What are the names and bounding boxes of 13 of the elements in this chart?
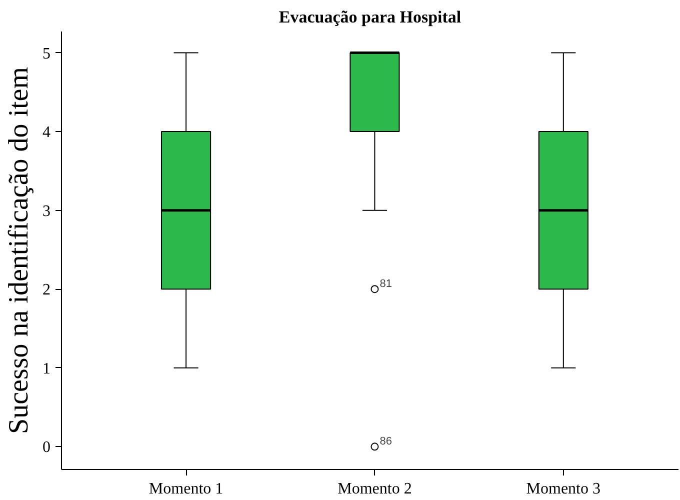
x-tick-label: Momento 1 bbox=[148, 480, 224, 498]
y-tick-label: 3 bbox=[42, 202, 50, 220]
annotation: 86 bbox=[380, 436, 392, 448]
y-tick-label: 2 bbox=[42, 282, 50, 299]
y-tick-label: 4 bbox=[42, 124, 50, 142]
y-axis-title: Sucesso na identificação do item bbox=[4, 66, 34, 434]
annotation: 81 bbox=[380, 278, 392, 290]
chart-title: Evacuação para Hospital bbox=[278, 8, 462, 26]
x-tick-label: Momento 2 bbox=[338, 480, 412, 498]
x-tick-label: Momento 3 bbox=[526, 480, 601, 498]
y-tick-label: 0 bbox=[42, 439, 50, 456]
y-tick-label: 1 bbox=[42, 360, 50, 378]
y-tick-label: 5 bbox=[42, 45, 50, 62]
